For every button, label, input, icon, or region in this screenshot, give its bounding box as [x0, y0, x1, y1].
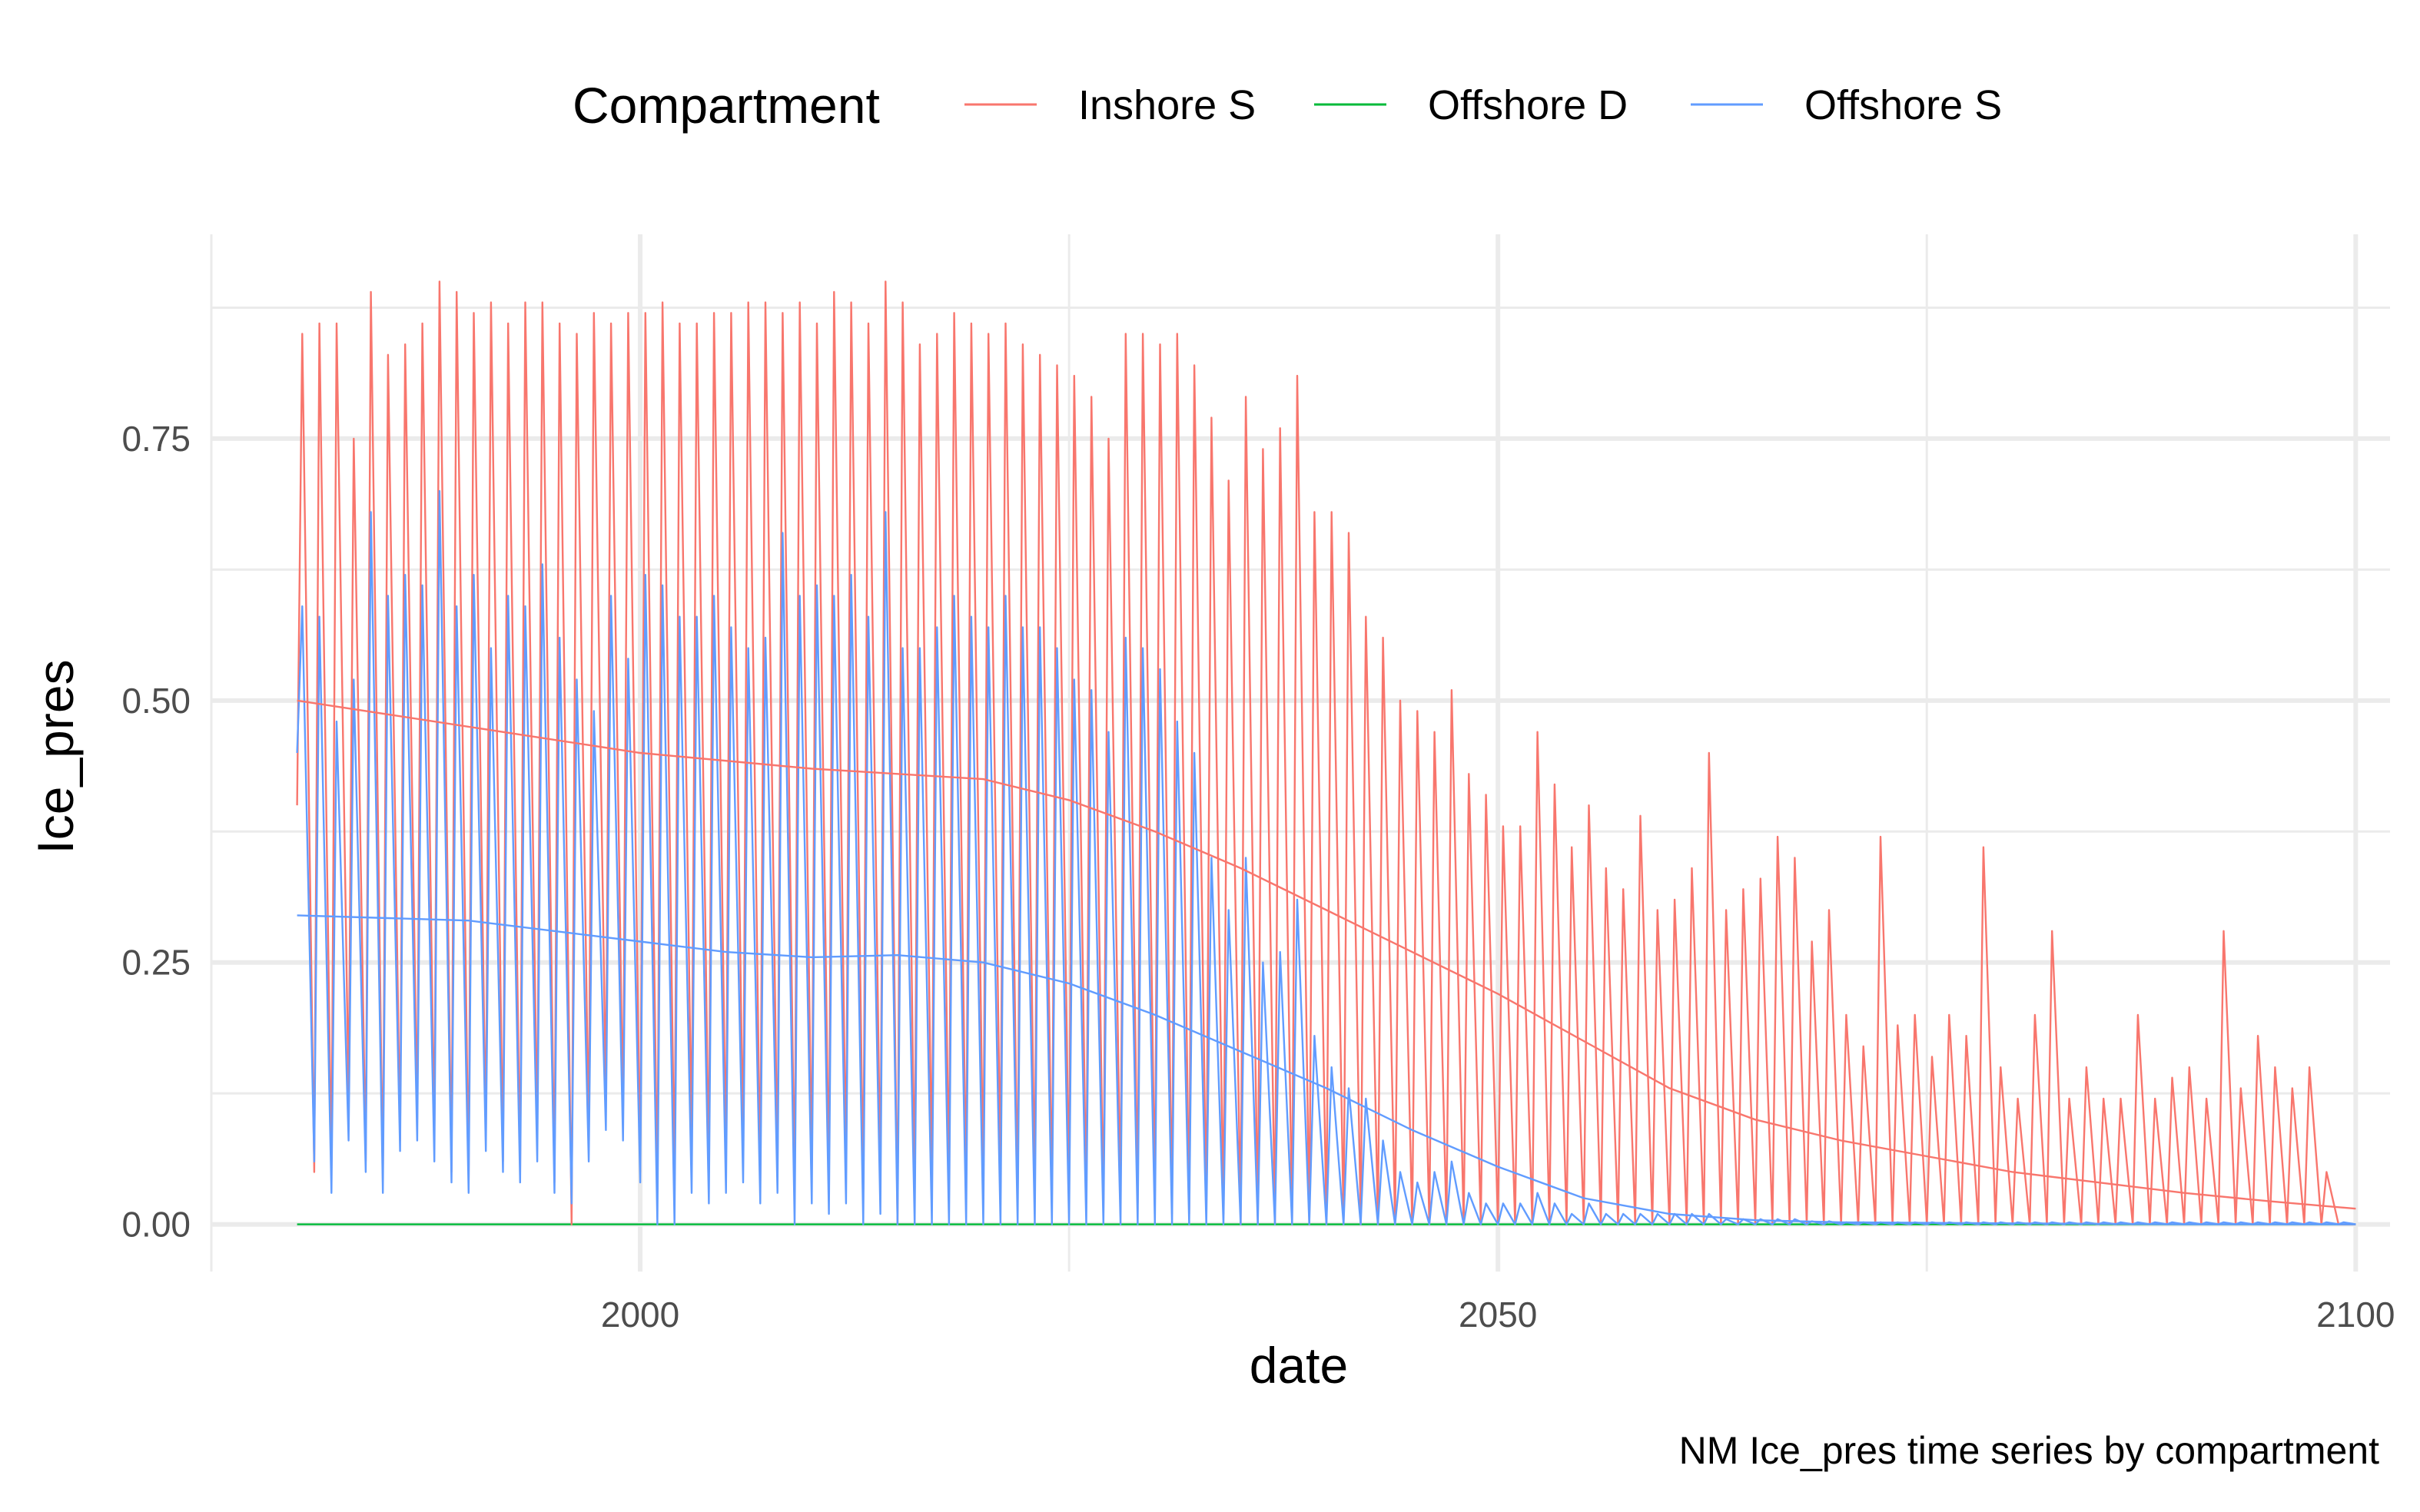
y-axis-label: Ice_pres	[27, 659, 84, 854]
legend-label: Offshore S	[1804, 82, 2002, 128]
y-tick-label: 0.75	[121, 419, 191, 459]
trend-layer	[297, 699, 2356, 1225]
legend: Compartment Inshore S Offshore D Offshore …	[573, 77, 2002, 134]
legend-label: Offshore D	[1428, 82, 1628, 128]
series-layer	[296, 280, 2356, 1225]
trend-line-inshore-s	[297, 699, 2356, 1210]
y-tick-label: 0.00	[121, 1205, 191, 1245]
x-tick-label: 2100	[2316, 1295, 2395, 1335]
x-tick-label: 2000	[601, 1295, 679, 1335]
legend-label: Inshore S	[1078, 82, 1256, 128]
y-tick-label: 0.50	[121, 681, 191, 721]
trend-line-offshore-s	[297, 914, 2356, 1225]
x-axis-label: date	[1250, 1337, 1348, 1394]
x-axis-ticks: 2000 2050 2100	[601, 1295, 2395, 1335]
chart-caption: NM Ice_pres time series by compartment	[1679, 1429, 2380, 1472]
legend-title: Compartment	[573, 77, 880, 134]
y-tick-label: 0.25	[121, 943, 191, 983]
y-axis-ticks: 0.00 0.25 0.50 0.75	[121, 419, 191, 1245]
x-tick-label: 2050	[1459, 1295, 1537, 1335]
series-line-offshore-s	[296, 489, 2356, 1225]
